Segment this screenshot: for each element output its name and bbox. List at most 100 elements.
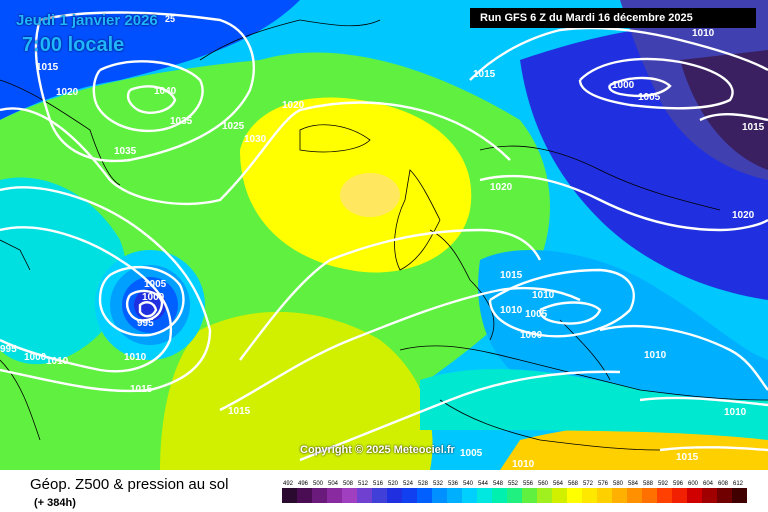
isobar-label: 1025 xyxy=(222,121,245,132)
isobar-label: 995 xyxy=(0,344,17,355)
lead-time: (+ 384h) xyxy=(34,497,76,509)
scale-label: 588 xyxy=(643,481,654,487)
scale-swatch xyxy=(327,488,342,503)
isobar-label: 1010 xyxy=(500,305,523,316)
isobar-label: 1035 xyxy=(170,116,193,127)
scale-label: 516 xyxy=(373,481,384,487)
isobar-label: 1015 xyxy=(676,452,699,463)
isobar-label: 1010 xyxy=(532,290,555,301)
isobar-label: 1040 xyxy=(154,86,177,97)
field-cyan-west xyxy=(0,177,127,365)
field-orange-south xyxy=(500,423,768,470)
forecast-date: Jeudi 1 janvier 2026 xyxy=(16,12,158,29)
scale-swatch xyxy=(702,488,717,503)
isobar-label: 1010 xyxy=(512,459,535,470)
copyright: Copyright © 2025 Meteociel.fr xyxy=(300,444,455,456)
scale-label: 500 xyxy=(313,481,324,487)
scale-swatch xyxy=(522,488,537,503)
scale-swatch xyxy=(447,488,462,503)
field-east-purple xyxy=(680,50,768,170)
isobar-label: 1005 xyxy=(525,309,548,320)
scale-swatch xyxy=(417,488,432,503)
scale-swatch xyxy=(282,488,297,503)
isobar-label: 1010 xyxy=(644,350,667,361)
scale-swatch xyxy=(642,488,657,503)
scale-swatch xyxy=(297,488,312,503)
scale-swatch xyxy=(657,488,672,503)
scale-swatch xyxy=(462,488,477,503)
field-mediterranean xyxy=(420,369,768,440)
scale-swatch xyxy=(537,488,552,503)
field-north-blue xyxy=(0,0,300,120)
scale-swatch xyxy=(387,488,402,503)
scale-swatch xyxy=(732,488,747,503)
scale-label: 584 xyxy=(628,481,639,487)
scale-swatch xyxy=(552,488,567,503)
scale-label: 552 xyxy=(508,481,519,487)
coastlines xyxy=(0,19,768,451)
scale-swatch xyxy=(717,488,732,503)
scale-label: 560 xyxy=(538,481,549,487)
scale-swatch xyxy=(492,488,507,503)
scale-swatch xyxy=(402,488,417,503)
scale-label: 600 xyxy=(688,481,699,487)
scale-label: 568 xyxy=(568,481,579,487)
isobar-label: 1005 xyxy=(144,279,167,290)
isobar-label: 1015 xyxy=(36,62,59,73)
scale-label: 580 xyxy=(613,481,624,487)
scale-label: 556 xyxy=(523,481,534,487)
isobar-label: 995 xyxy=(137,318,154,329)
forecast-time: 7:00 locale xyxy=(22,34,125,56)
map-title: Géop. Z500 & pression au sol xyxy=(30,476,229,493)
isobar-label: 1015 xyxy=(500,270,523,281)
scale-label: 572 xyxy=(583,481,594,487)
isobars xyxy=(0,11,768,462)
scale-label: 512 xyxy=(358,481,369,487)
scale-label: 524 xyxy=(403,481,414,487)
isobar-label: 1000 xyxy=(612,80,635,91)
scale-swatch xyxy=(612,488,627,503)
isobar-label: 1015 xyxy=(473,69,496,80)
isobar-label: 1015 xyxy=(130,384,153,395)
isobar-label: 1010 xyxy=(692,28,715,39)
isobar-label: 1035 xyxy=(114,146,137,157)
scale-label: 508 xyxy=(343,481,354,487)
scale-label: 532 xyxy=(433,481,444,487)
field-high-center xyxy=(340,173,400,217)
isobar-label: 1020 xyxy=(732,210,755,221)
scale-swatch xyxy=(567,488,582,503)
scale-swatch xyxy=(627,488,642,503)
scale-label: 528 xyxy=(418,481,429,487)
scale-label: 520 xyxy=(388,481,399,487)
forecast-date-suffix: 25 xyxy=(165,14,176,24)
isobar-label: 1020 xyxy=(282,100,305,111)
scale-label: 564 xyxy=(553,481,564,487)
scale-label: 544 xyxy=(478,481,489,487)
scale-swatch xyxy=(372,488,387,503)
isobar-label: 1015 xyxy=(742,122,765,133)
isobar-label: 1010 xyxy=(724,407,747,418)
scale-swatch xyxy=(687,488,702,503)
scale-swatch xyxy=(597,488,612,503)
scale-label: 504 xyxy=(328,481,339,487)
isobar-labels: 1015 1020 1040 1035 1025 1030 1035 1015 … xyxy=(0,28,765,470)
scale-label: 540 xyxy=(463,481,474,487)
isobar-label: 1010 xyxy=(124,352,147,363)
scale-label: 536 xyxy=(448,481,459,487)
isobar-label: 1000 xyxy=(520,330,543,341)
scale-label: 576 xyxy=(598,481,609,487)
isobar-label: 1020 xyxy=(490,182,513,193)
field-yellow-south xyxy=(160,311,433,470)
scale-swatch xyxy=(432,488,447,503)
scale-label: 492 xyxy=(283,481,294,487)
scale-label: 612 xyxy=(733,481,744,487)
scale-label: 548 xyxy=(493,481,504,487)
scale-label: 604 xyxy=(703,481,714,487)
scale-swatch xyxy=(477,488,492,503)
scale-label: 496 xyxy=(298,481,309,487)
color-scale: 492 496 500 504 508 512 516 520 524 528 532 536 540 5… xyxy=(282,481,747,503)
scale-swatch xyxy=(507,488,522,503)
isobar-label: 1005 xyxy=(460,448,483,459)
scale-swatch xyxy=(342,488,357,503)
